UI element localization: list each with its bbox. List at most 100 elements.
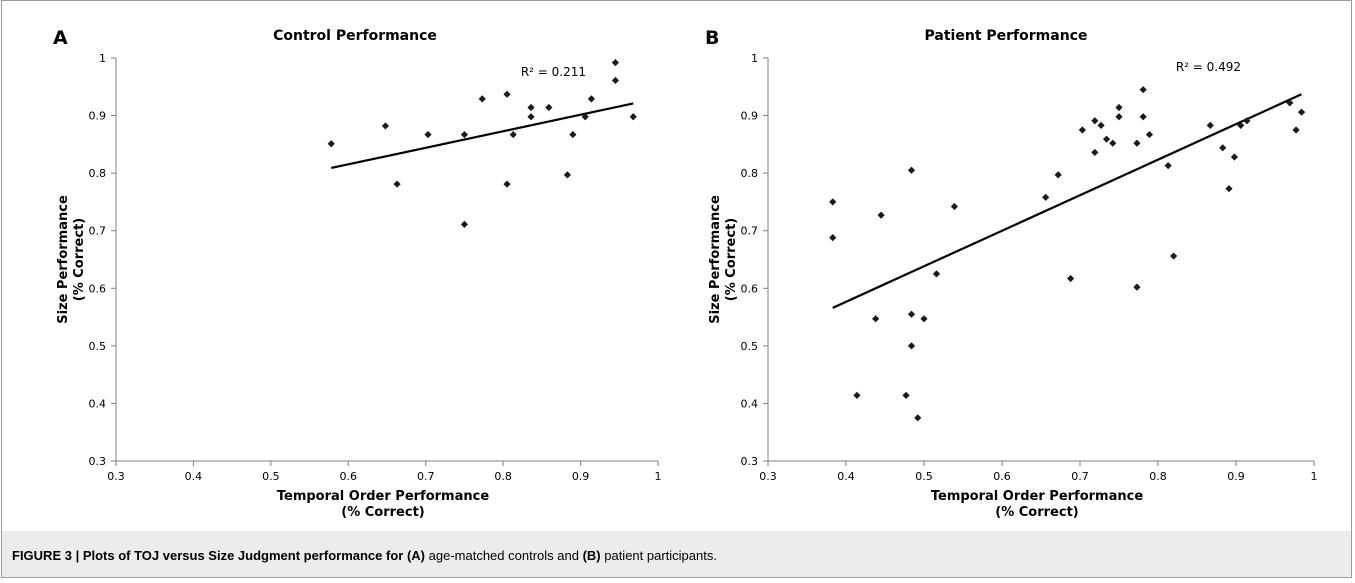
caption-label: FIGURE 3 | Plots of TOJ versus Size Judg… (12, 548, 404, 563)
panel-a-data-point (545, 103, 553, 112)
panel-b-data-point (1139, 86, 1147, 94)
panel-a-data-point (509, 130, 517, 139)
panel-a-x-tick-label: 0.5 (262, 470, 280, 483)
caption-ref-a: (A) (406, 548, 425, 563)
panel-a-data-point (503, 180, 511, 188)
panel-b-data-point (950, 202, 959, 211)
panel-a-x-label: Temporal Order Performance (277, 489, 489, 504)
panel-b-data-point (907, 310, 916, 318)
panel-b-y-tick-label: 1 (751, 52, 758, 65)
caption-bar (2, 531, 1351, 577)
panel-a-x-tick-label: 0.4 (185, 470, 203, 483)
panel-b-data-point (1297, 108, 1306, 116)
panel-b-x-tick-label: 0.4 (837, 470, 855, 483)
panel-b-x-tick-label: 0.9 (1227, 470, 1245, 483)
panel-a-data-point (381, 122, 390, 130)
panel-b-trendline (832, 93, 1302, 309)
panel-a-y-tick-label: 0.8 (89, 167, 107, 180)
panel-b-data-point (1133, 283, 1141, 291)
panel-a-y-tick-label: 0.4 (89, 397, 107, 410)
caption-ref-b: (B) (582, 548, 601, 563)
panel-a-data-point (527, 103, 535, 112)
panel-b-y-label-unit: (% Correct) (724, 218, 739, 301)
panel-a-data-point (393, 180, 401, 188)
panel-a-y-tick-label: 0.5 (89, 340, 107, 353)
panel-b-data-point (872, 315, 880, 323)
panel-b-data-point (1133, 139, 1141, 147)
panel-a-data-point (503, 90, 511, 98)
panel-b-data-point (1170, 252, 1178, 260)
panel-a-data-point (424, 130, 432, 139)
panel-b-data-point (902, 391, 910, 399)
panel-a-x-tick-label: 0.9 (572, 470, 590, 483)
panel-b-data-point (1091, 117, 1099, 125)
panel-b-y-tick-label: 0.5 (741, 340, 759, 353)
panel-a-x-tick-label: 0.6 (340, 470, 358, 483)
panel-a-x-tick-label: 0.7 (417, 470, 435, 483)
panel-b-data-point (1292, 126, 1300, 134)
panel-b-data-point (1145, 130, 1154, 139)
panel-b-data-point (877, 211, 885, 219)
panel-a-letter: A (53, 27, 68, 49)
panel-a-data-point (611, 59, 620, 67)
panel-a-x-label-unit: (% Correct) (341, 505, 424, 520)
panel-b-data-point (1164, 162, 1172, 170)
panel-a-data-point (629, 113, 637, 121)
panel-a-data-point (581, 113, 589, 121)
panel-b-y-tick-label: 0.9 (741, 110, 759, 123)
panel-b-x-tick-label: 1 (1311, 470, 1318, 483)
panel-b-data-point (829, 234, 837, 242)
panel-b-data-point (907, 342, 916, 350)
panel-b-data-point (1042, 193, 1050, 201)
panel-b-data-point (1115, 113, 1123, 121)
panel-b-data-point (920, 315, 928, 323)
panel-a-y-label: Size Performance (56, 195, 71, 324)
panel-a-r-squared: R² = 0.211 (521, 65, 586, 79)
panel-b-y-tick-label: 0.4 (741, 397, 759, 410)
panel-b-data-point (1219, 144, 1227, 152)
panel-a-y-tick-label: 1 (99, 52, 106, 65)
panel-b-data-point (1067, 274, 1075, 283)
panel-a-y-tick-label: 0.9 (89, 110, 107, 123)
panel-b-data-point (1237, 121, 1245, 129)
panel-b-r-squared: R² = 0.492 (1176, 60, 1241, 74)
panel-b-x-tick-label: 0.6 (993, 470, 1011, 483)
panel-b-x-tick-label: 0.8 (1149, 470, 1167, 483)
panel-b-x-tick-label: 0.5 (915, 470, 933, 483)
panel-a-x-tick-label: 1 (655, 470, 662, 483)
panel-a-data-point (569, 130, 577, 139)
panel-a-y-tick-label: 0.7 (89, 225, 107, 238)
panel-b-data-point (1225, 185, 1233, 193)
panel-b-data-point (1091, 148, 1099, 157)
panel-a-x-tick-label: 0.3 (107, 470, 125, 483)
panel-b-data-point (1078, 126, 1086, 134)
panel-a-x-tick-label: 0.8 (494, 470, 512, 483)
panel-a-y-label-unit: (% Correct) (72, 218, 87, 301)
panel-b-data-point (1139, 113, 1147, 121)
panel-b-data-point (829, 198, 837, 206)
panel-b-data-point (907, 166, 916, 174)
panel-a-data-point (611, 76, 620, 85)
panel-b-title: Patient Performance (925, 28, 1088, 44)
panel-b-data-point (1102, 135, 1111, 143)
figure-charts: A Control Performance 0.3 0.4 0.5 0.6 0.7 0.8 0.… (53, 27, 1318, 520)
panel-a-trendline (331, 102, 634, 170)
panel-b-x-tick-label: 0.7 (1071, 470, 1089, 483)
panel-b-y-label: Size Performance (708, 195, 723, 324)
panel-b-x-label: Temporal Order Performance (931, 489, 1143, 504)
panel-b-data-point (1097, 121, 1105, 129)
panel-b-letter: B (705, 27, 719, 49)
panel-b-x-label-unit: (% Correct) (995, 505, 1078, 520)
panel-b-data-point (1109, 139, 1117, 147)
panel-b-y-tick-label: 0.6 (741, 282, 759, 295)
panel-b-data-point (1230, 153, 1239, 161)
panel-a-y-tick-label: 0.6 (89, 282, 107, 295)
panel-b-data-point (1206, 121, 1214, 129)
panel-a-data-point (587, 95, 596, 103)
panel-b-data-point (1286, 99, 1294, 107)
panel-b-data-point (1054, 171, 1062, 179)
figure-caption: FIGURE 3 | Plots of TOJ versus Size Judg… (12, 548, 717, 563)
caption-text-a: age-matched controls and (428, 548, 579, 563)
panel-b-data-point (1243, 117, 1251, 125)
